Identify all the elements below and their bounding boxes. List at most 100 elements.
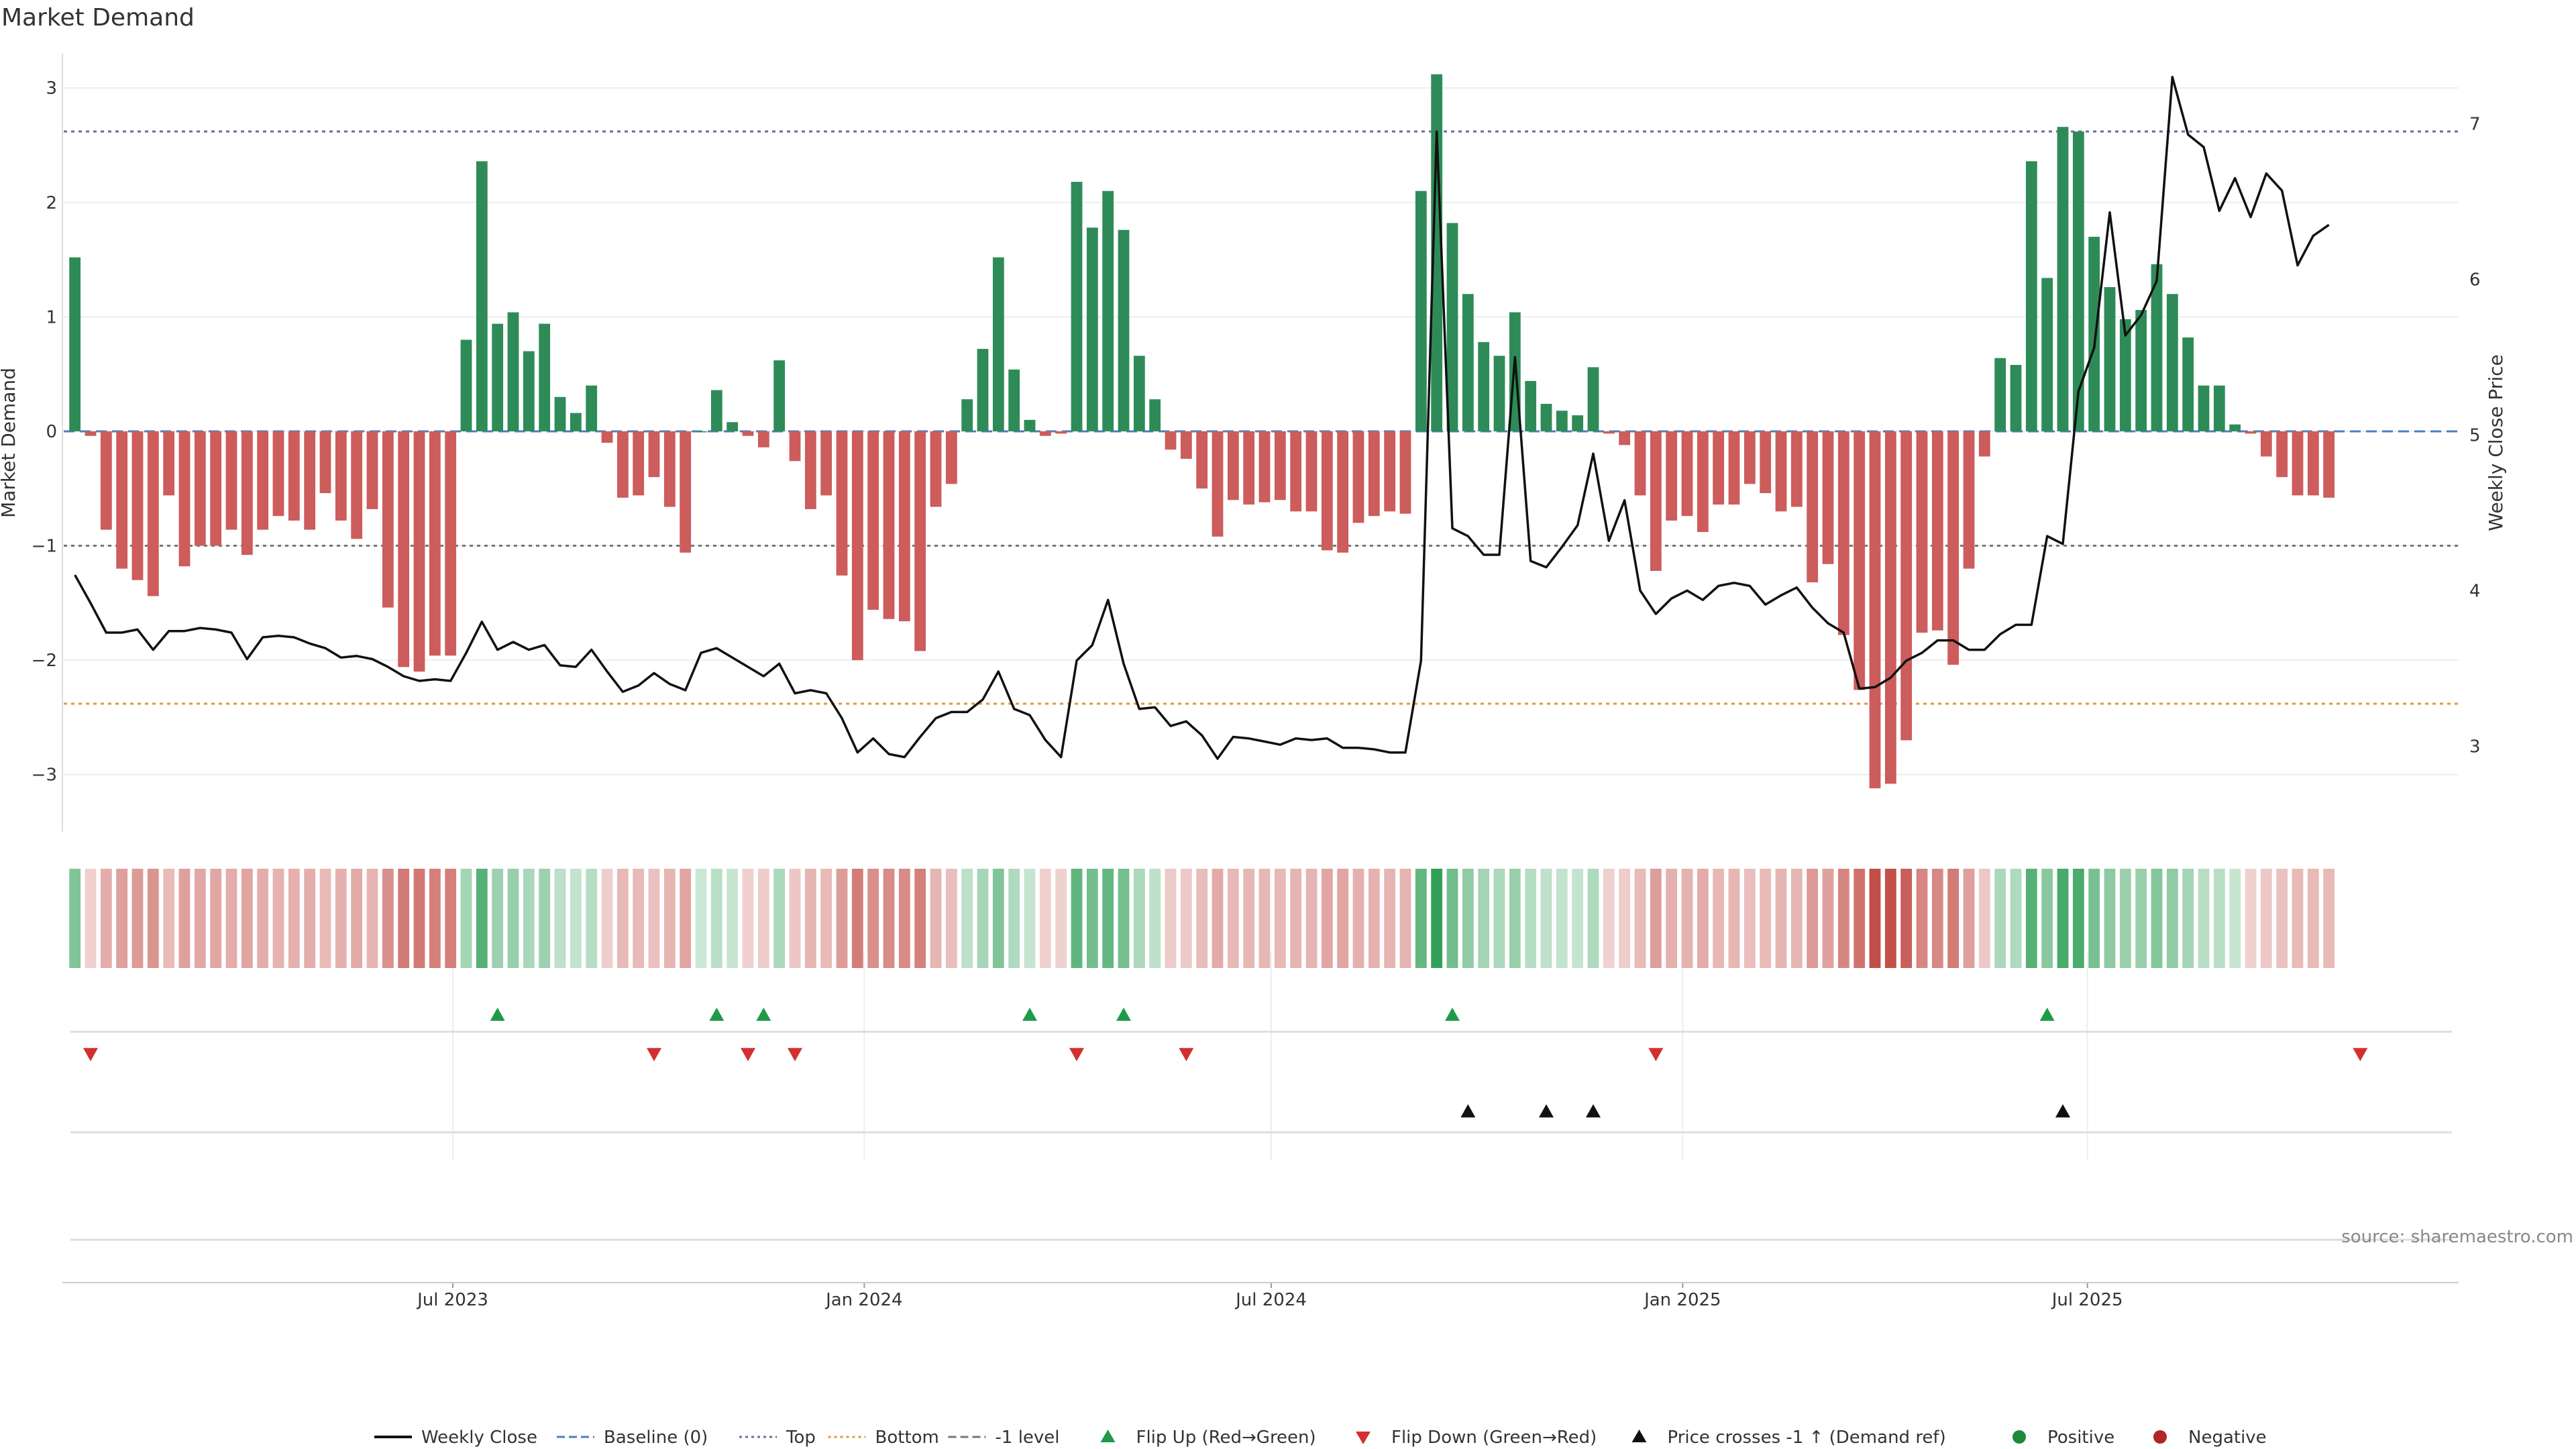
demand-bar bbox=[257, 431, 269, 530]
x-tick-label: Jul 2023 bbox=[416, 1290, 488, 1310]
demand-bar bbox=[1900, 431, 1913, 741]
demand-bar bbox=[1884, 431, 1896, 784]
demand-bar bbox=[131, 431, 144, 580]
flip-down-marker bbox=[83, 1048, 98, 1061]
heat-cell bbox=[570, 869, 582, 968]
heat-cell bbox=[1133, 869, 1145, 968]
heat-cell bbox=[1446, 869, 1458, 968]
y2-tick-label: 7 bbox=[2469, 114, 2481, 134]
demand-bar bbox=[241, 431, 253, 555]
demand-bar bbox=[1587, 367, 1599, 431]
heat-cell bbox=[1634, 869, 1646, 968]
demand-bar bbox=[1666, 431, 1678, 521]
heat-cell bbox=[2057, 869, 2069, 968]
demand-bar bbox=[1321, 431, 1333, 551]
demand-bar bbox=[1525, 380, 1537, 431]
heat-cell bbox=[1212, 869, 1224, 968]
heat-cell bbox=[1399, 869, 1411, 968]
heat-cell bbox=[820, 869, 833, 968]
heat-cell bbox=[1478, 869, 1490, 968]
demand-bar bbox=[460, 339, 472, 431]
demand-bar bbox=[898, 431, 910, 622]
heat-cell bbox=[2088, 869, 2100, 968]
demand-bar bbox=[1305, 431, 1318, 512]
heat-cell bbox=[789, 869, 801, 968]
demand-bar bbox=[445, 431, 457, 656]
demand-bar bbox=[1478, 341, 1490, 431]
demand-bar bbox=[2166, 294, 2178, 431]
heat-cell bbox=[163, 869, 175, 968]
heat-cell bbox=[100, 869, 112, 968]
heat-cell bbox=[131, 869, 144, 968]
heat-cell bbox=[1525, 869, 1537, 968]
heat-cell bbox=[648, 869, 660, 968]
demand-bar bbox=[945, 431, 957, 484]
heat-cell bbox=[554, 869, 566, 968]
heat-cell bbox=[492, 869, 504, 968]
demand-bar bbox=[1446, 223, 1458, 431]
heat-cell bbox=[1978, 869, 1990, 968]
heat-cell bbox=[616, 869, 629, 968]
axes: −3 −2 −1 0 1 2 3 3 4 5 6 7 bbox=[32, 54, 2481, 832]
heat-cell bbox=[507, 869, 519, 968]
demand-bar bbox=[1837, 431, 1849, 635]
heat-cell bbox=[1243, 869, 1255, 968]
demand-bar bbox=[319, 431, 331, 494]
demand-bar bbox=[1947, 431, 1960, 665]
heat-cell bbox=[2213, 869, 2225, 968]
demand-bar bbox=[1713, 431, 1725, 505]
demand-bar bbox=[727, 422, 739, 431]
demand-bar bbox=[2041, 278, 2053, 431]
heat-cell bbox=[1258, 869, 1271, 968]
demand-bar bbox=[2151, 264, 2163, 431]
flip-down-marker bbox=[647, 1048, 661, 1061]
heat-cell bbox=[272, 869, 284, 968]
heat-cell bbox=[773, 869, 786, 968]
heat-cell bbox=[742, 869, 754, 968]
heat-cell bbox=[601, 869, 613, 968]
demand-bar bbox=[2025, 161, 2037, 431]
legend-label: Flip Up (Red→Green) bbox=[1136, 1428, 1316, 1448]
demand-bar bbox=[351, 431, 363, 539]
price-cross-marker bbox=[1539, 1104, 1554, 1118]
demand-bar bbox=[366, 431, 378, 509]
flip-up-marker bbox=[2039, 1008, 2055, 1021]
demand-bar bbox=[85, 431, 97, 436]
demand-bar bbox=[398, 431, 410, 667]
demand-bar bbox=[554, 396, 566, 431]
heat-cell bbox=[1697, 869, 1709, 968]
demand-bar bbox=[476, 161, 488, 431]
heat-cell bbox=[695, 869, 707, 968]
demand-bar bbox=[2213, 385, 2225, 431]
legend-item: Flip Up (Red→Green) bbox=[1100, 1428, 1316, 1448]
demand-bar bbox=[757, 431, 769, 447]
heat-cell bbox=[836, 869, 848, 968]
flip-down-marker bbox=[1179, 1048, 1194, 1061]
demand-bar bbox=[570, 413, 582, 431]
demand-bar bbox=[1227, 431, 1239, 500]
heat-cell bbox=[1039, 869, 1051, 968]
event-markers bbox=[70, 1008, 2452, 1241]
heat-cell bbox=[1790, 869, 1803, 968]
demand-bar bbox=[2072, 131, 2084, 431]
heat-cell bbox=[2198, 869, 2210, 968]
demand-bar bbox=[382, 431, 394, 608]
heat-cell bbox=[1509, 869, 1521, 968]
legend-item: Price crosses -1 ↑ (Demand ref) bbox=[1631, 1428, 1946, 1448]
heat-cell bbox=[1008, 869, 1020, 968]
legend-label: Negative bbox=[2188, 1428, 2267, 1448]
y-tick-label: 1 bbox=[46, 307, 57, 327]
demand-bar bbox=[1540, 404, 1552, 431]
demand-bar bbox=[1290, 431, 1302, 512]
heat-cell bbox=[1431, 869, 1443, 968]
demand-bar bbox=[1337, 431, 1349, 553]
demand-bar bbox=[147, 431, 159, 596]
heat-cell bbox=[476, 869, 488, 968]
y2-tick-label: 5 bbox=[2469, 425, 2481, 445]
demand-bar bbox=[1978, 431, 1990, 457]
heat-cell bbox=[319, 869, 331, 968]
demand-bar bbox=[789, 431, 801, 462]
demand-bar bbox=[2198, 385, 2210, 431]
heat-cell bbox=[1603, 869, 1615, 968]
chart-title: Market Demand bbox=[1, 4, 195, 32]
